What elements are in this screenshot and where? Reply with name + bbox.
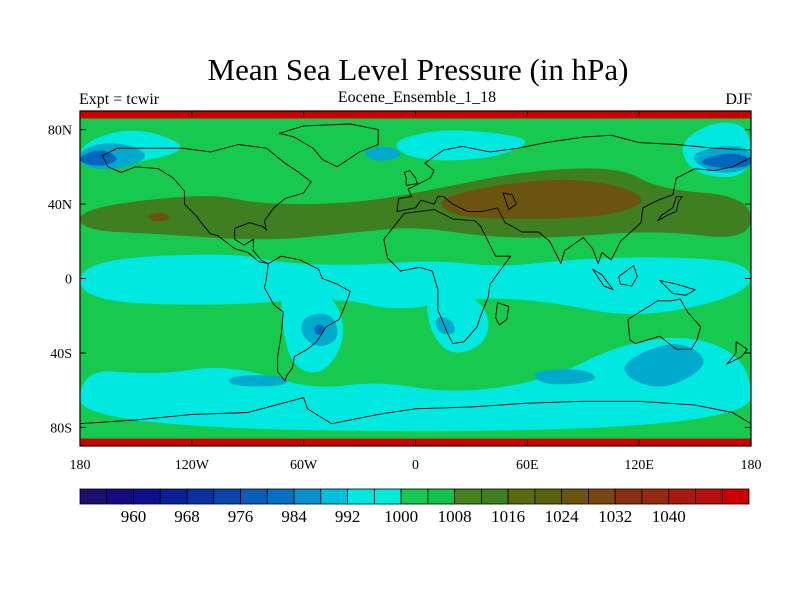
colorbar-swatch — [373, 488, 402, 505]
coastline-antarctica — [80, 397, 751, 425]
coastline-madagascar — [495, 302, 510, 326]
colorbar-swatch — [240, 488, 268, 505]
x-tick-label: 60E — [516, 458, 539, 473]
pressure-region-1000-5 — [80, 337, 751, 432]
coastline-japan — [657, 196, 683, 222]
colorbar-label: 1016 — [491, 507, 525, 526]
colorbar-label: 984 — [281, 507, 307, 526]
y-tick-label: 80S — [50, 421, 72, 436]
colorbar-swatch — [614, 488, 643, 505]
x-tick-label: 120W — [175, 458, 210, 473]
colorbar-swatch — [561, 488, 589, 505]
colorbar-label: 976 — [228, 507, 254, 526]
colorbar-label: 968 — [174, 507, 200, 526]
colorbar-swatch — [400, 488, 429, 505]
coastline-australia — [627, 298, 702, 350]
colorbar-swatch — [480, 488, 509, 505]
colorbar: 960 968 976 984 992 1000 1008 1016 1024 1032 1040 — [79, 488, 750, 526]
coastline-eurasia — [396, 134, 751, 265]
pressure-region-984-18 — [314, 324, 325, 335]
colorbar-swatch — [293, 488, 322, 505]
colorbar-label: 1000 — [384, 507, 418, 526]
coastline-caspian-sea — [502, 192, 517, 211]
pressure-region-992-12 — [534, 369, 595, 385]
pressure-region-1000-4 — [80, 254, 751, 314]
colorbar-label: 1008 — [438, 507, 472, 526]
y-tick-label: 80N — [48, 124, 72, 139]
x-tick-label: 180 — [70, 458, 91, 473]
colorbar-swatch — [106, 488, 134, 505]
colorbar-swatch — [534, 488, 563, 505]
y-tick-label: 0 — [65, 273, 72, 288]
colorbar-swatch — [641, 488, 670, 505]
x-tick-label: 180 — [741, 458, 762, 473]
coastline-borneo — [618, 265, 638, 287]
colorbar-swatch — [213, 488, 241, 505]
x-tick-label: 60W — [290, 458, 318, 473]
coastline-greenland — [278, 123, 379, 168]
colorbar-swatch — [588, 488, 616, 505]
map-axes: 180 120W 60W 0 60E 120E 180 80N 40N 0 40S 80S — [48, 111, 762, 473]
colorbar-swatch — [79, 488, 108, 505]
colorbar-swatch — [133, 488, 161, 505]
colorbar-swatch — [320, 488, 348, 505]
colorbar-swatch — [721, 488, 750, 505]
colorbar-label: 1040 — [652, 507, 686, 526]
coastline-new-zealand — [726, 341, 748, 365]
colorbar-label: 992 — [335, 507, 361, 526]
y-tick-label: 40S — [50, 347, 72, 362]
colorbar-label: 1032 — [598, 507, 632, 526]
colorbar-swatch — [695, 488, 723, 505]
pressure-field — [80, 111, 751, 446]
colorbar-label: 960 — [121, 507, 147, 526]
pressure-region-984-16 — [80, 150, 117, 166]
coastlines — [80, 123, 751, 425]
colorbar-swatch — [159, 488, 188, 505]
colorbar-swatch — [186, 488, 215, 505]
coastline-sumatra — [592, 268, 614, 291]
colorbar-label: 1024 — [545, 507, 580, 526]
pressure-region-992-15 — [435, 317, 455, 335]
coastline-south-america — [264, 255, 351, 382]
pressure-region-1000-7 — [427, 291, 489, 353]
coastline-new-guinea — [659, 279, 696, 296]
colorbar-swatch — [668, 488, 696, 505]
pressure-region-1000-3 — [396, 130, 526, 161]
pressure-region-992-14 — [365, 146, 401, 161]
ensemble-label: Eocene_Ensemble_1_18 — [337, 89, 497, 106]
pressure-region-992-11 — [229, 375, 288, 387]
coastline-africa — [383, 209, 512, 345]
colorbar-swatch — [347, 488, 375, 505]
colorbar-swatch — [427, 488, 456, 505]
pressure-region-984-17 — [701, 153, 751, 168]
x-tick-label: 0 — [412, 458, 419, 473]
colorbar-swatch — [454, 488, 482, 505]
experiment-label: Expt = tcwir — [79, 91, 160, 108]
colorbar-swatch — [507, 488, 536, 505]
coastline-british-isles — [403, 170, 418, 186]
pressure-region-1024-21 — [148, 212, 171, 222]
y-tick-label: 40N — [48, 198, 72, 213]
season-label: DJF — [725, 91, 752, 108]
colorbar-swatch — [266, 488, 295, 505]
coastline-north-america — [101, 144, 312, 265]
x-tick-label: 120E — [624, 458, 654, 473]
plot-title: Mean Sea Level Pressure (in hPa) — [207, 52, 629, 87]
pressure-region-992-13 — [624, 344, 704, 387]
